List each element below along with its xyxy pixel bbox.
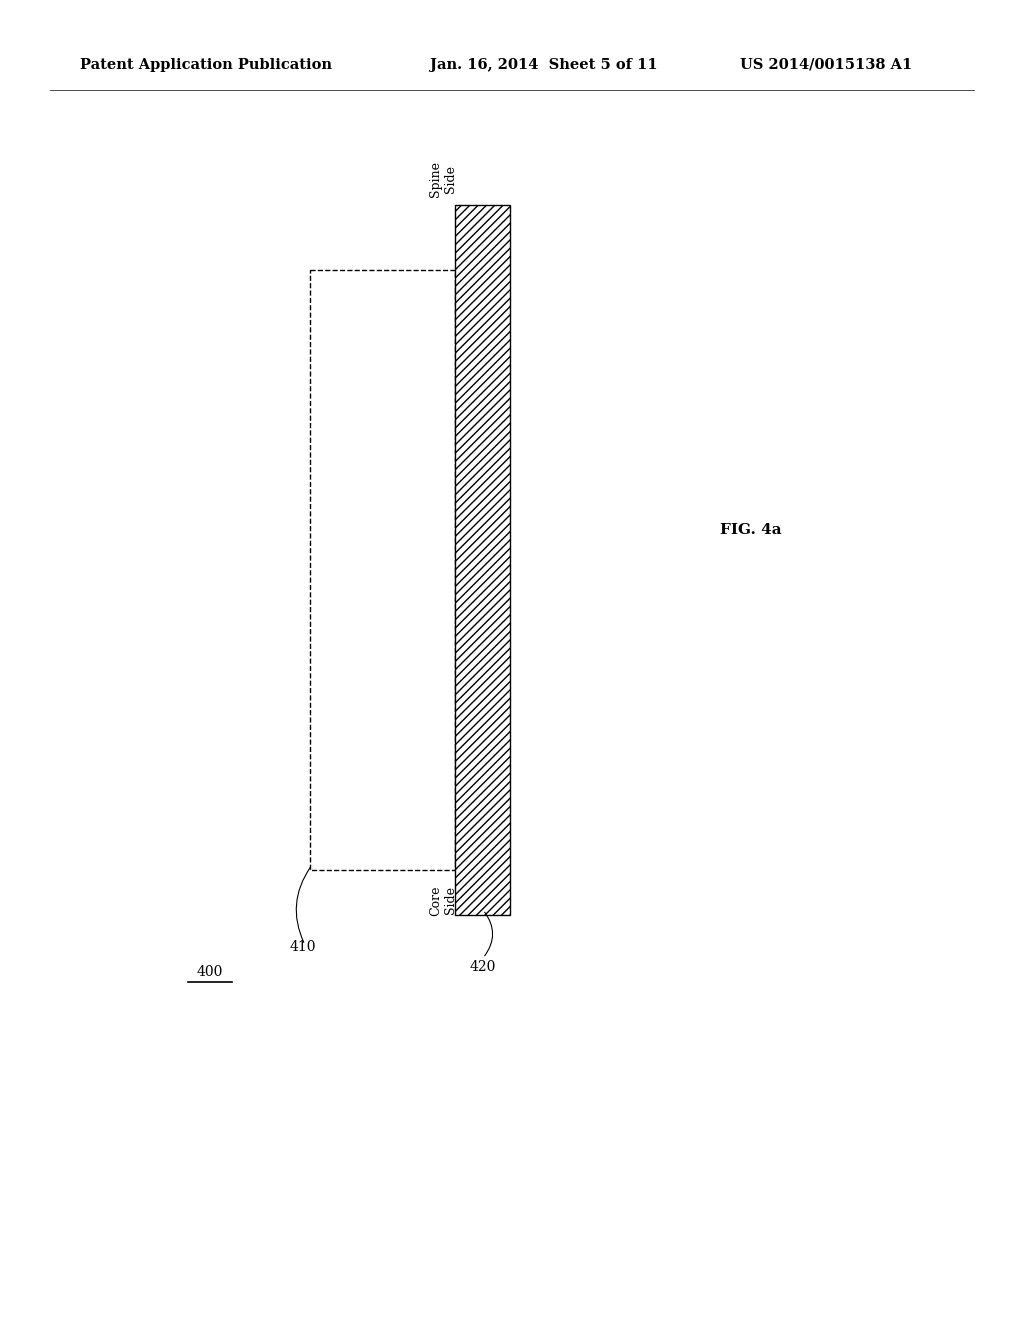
Text: Spine
Side: Spine Side	[429, 161, 457, 197]
Text: 400: 400	[197, 965, 223, 979]
Text: 420: 420	[470, 960, 497, 974]
Text: US 2014/0015138 A1: US 2014/0015138 A1	[740, 58, 912, 73]
Text: Jan. 16, 2014  Sheet 5 of 11: Jan. 16, 2014 Sheet 5 of 11	[430, 58, 657, 73]
Bar	[310, 271, 455, 870]
Text: 410: 410	[290, 940, 316, 954]
Bar	[455, 205, 510, 915]
Text: FIG. 4a: FIG. 4a	[720, 523, 781, 537]
Text: Patent Application Publication: Patent Application Publication	[80, 58, 332, 73]
Text: Core
Side: Core Side	[429, 884, 457, 916]
